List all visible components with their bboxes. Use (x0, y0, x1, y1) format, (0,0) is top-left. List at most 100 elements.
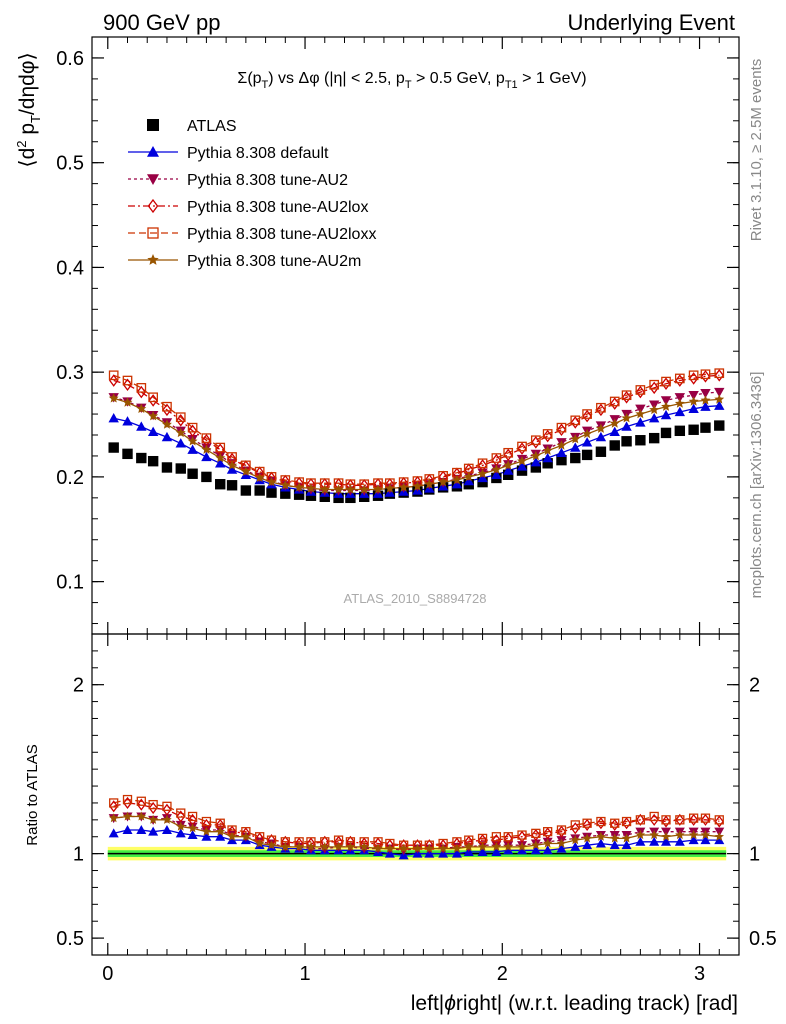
ratio-point-au2lox (714, 815, 724, 828)
main-point-au2loxx (582, 409, 592, 419)
ratio-point-au2loxx (543, 827, 553, 837)
ratio-point-default (201, 831, 212, 841)
main-point-au2loxx (570, 415, 581, 426)
main-point-default (503, 465, 514, 475)
main-point-atlas (136, 452, 147, 464)
ratio-point-au2m (359, 841, 369, 851)
main-point-au2loxx (674, 373, 685, 384)
ratio-point-default (649, 836, 660, 846)
main-point-default (714, 400, 725, 410)
main-point-au2m (306, 483, 316, 493)
main-point-atlas (674, 425, 686, 437)
ratio-point-au2m (345, 841, 356, 851)
main-point-default (595, 431, 607, 442)
main-point-au2m (542, 445, 553, 455)
main-point-au2m (373, 484, 383, 494)
main-point-au2 (660, 396, 672, 406)
main-point-au2m (438, 476, 449, 487)
main-point-default (609, 426, 620, 437)
main-point-default (688, 403, 699, 413)
main-y-tick-label: 0.1 (56, 572, 84, 594)
main-point-atlas (595, 446, 607, 457)
main-y-tick-label: 0.4 (56, 257, 84, 279)
main-point-atlas (293, 489, 305, 500)
main-point-atlas (556, 454, 567, 466)
main-point-au2m (201, 444, 212, 454)
main-point-default (530, 457, 542, 467)
ratio-point-default (700, 835, 711, 845)
ratio-point-au2m (531, 840, 541, 850)
ratio-point-default (530, 845, 541, 855)
main-point-au2m (556, 440, 567, 450)
ratio-point-au2m (610, 833, 620, 843)
ratio-y-tick-label-right: 0.5 (749, 928, 777, 950)
ratio-point-au2loxx (122, 794, 133, 805)
plot-title-part-b: ) vs Δφ (|η| < 2.5, p (268, 70, 405, 87)
plot-title-part-c: > 0.5 GeV, p (412, 70, 505, 87)
main-point-au2m (570, 434, 581, 444)
ratio-point-default (635, 836, 646, 846)
ratio-point-au2loxx (649, 811, 659, 822)
main-point-default (175, 438, 186, 448)
main-point-atlas (187, 468, 198, 479)
main-point-au2loxx (503, 447, 514, 458)
main-point-au2lox (688, 372, 699, 385)
main-series-markers (108, 368, 725, 504)
ratio-point-default (621, 840, 632, 850)
plot-title-sub-b: T (405, 79, 412, 91)
ratio-point-au2loxx (176, 808, 186, 818)
main-point-default (516, 461, 528, 471)
main-point-au2lox (700, 370, 711, 383)
main-point-au2m (452, 474, 462, 485)
main-point-au2loxx (714, 368, 725, 379)
main-point-au2m (240, 466, 251, 476)
main-point-au2lox (503, 448, 513, 462)
main-point-au2m (517, 456, 527, 466)
main-point-au2lox (635, 385, 646, 399)
axes: 0.1 0.2 0.3 0.4 0.5 0.6 0.5 0.5 1 1 2 2 0 1 2 3 (56, 37, 777, 985)
ratio-point-default (674, 836, 685, 846)
main-point-au2loxx (542, 429, 553, 439)
ratio-point-au2m (294, 841, 304, 851)
ratio-point-au2m (280, 841, 291, 851)
main-point-au2lox (714, 369, 724, 382)
ratio-point-au2m (700, 830, 711, 840)
main-point-au2m (280, 480, 291, 490)
main-point-default (122, 416, 133, 426)
main-point-au2loxx (661, 376, 671, 387)
main-point-au2m (412, 481, 423, 491)
main-point-au2loxx (635, 385, 646, 395)
main-point-default (542, 452, 553, 463)
ratio-point-au2m (136, 811, 147, 821)
main-point-atlas (147, 455, 159, 467)
main-point-default (187, 444, 198, 454)
legend-marker-au2m (147, 254, 159, 265)
main-point-au2lox (621, 391, 632, 404)
ratio-point-au2m (108, 813, 119, 823)
main-point-au2m (463, 471, 474, 482)
ratio-point-au2m (424, 843, 435, 853)
main-point-default (215, 458, 226, 468)
ratio-point-au2lox (661, 815, 671, 828)
main-y-tick-label: 0.3 (56, 362, 84, 384)
ratio-point-au2m (176, 821, 186, 831)
ratio-y-tick-label: 2 (73, 675, 84, 697)
main-point-default (648, 413, 660, 423)
ratio-point-au2m (398, 843, 409, 853)
main-point-au2m (661, 401, 671, 411)
x-axis-label: left|ϕright| (w.r.t. leading track) [rad… (411, 992, 738, 1015)
y-label-sub: T (28, 115, 43, 123)
main-point-au2m (621, 413, 632, 423)
main-point-au2lox (582, 409, 592, 423)
ratio-point-au2m (266, 840, 277, 850)
ratio-point-au2lox (675, 813, 685, 826)
ratio-point-au2loxx (201, 816, 212, 827)
ratio-point-au2m (438, 843, 448, 853)
ratio-point-au2m (635, 830, 646, 840)
ratio-point-au2lox (610, 818, 620, 831)
ratio-point-default (175, 828, 186, 838)
main-point-default (147, 426, 159, 437)
ratio-point-au2loxx (700, 813, 711, 823)
ratio-point-au2loxx (503, 832, 513, 842)
